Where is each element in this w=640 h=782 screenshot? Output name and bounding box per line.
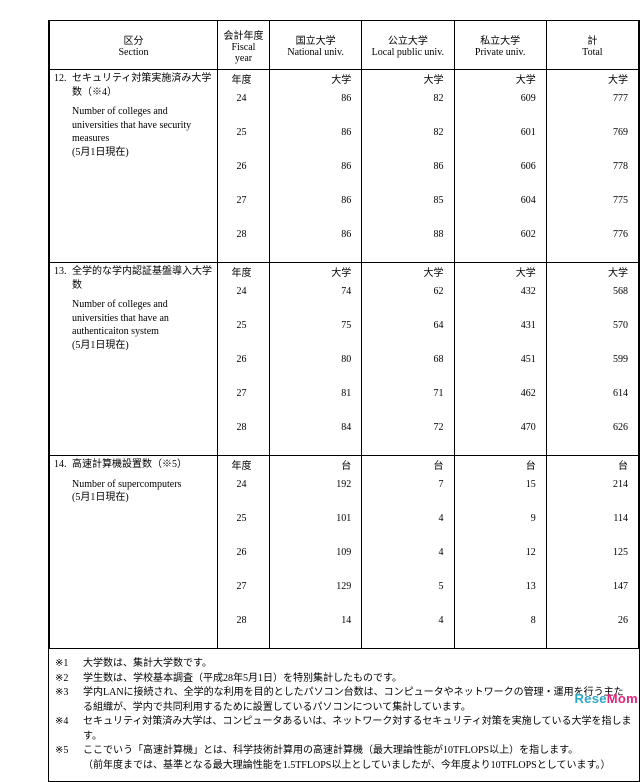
- hdr-col-2: 私立大学Private univ.: [454, 21, 546, 70]
- section-cell: 14.高速計算機設置数（※5）Number of supercomputers(…: [50, 456, 218, 649]
- value-cell: 台19210110912914: [270, 456, 362, 649]
- header-row: 区分 Section 会計年度 Fiscal year 国立大学National…: [50, 21, 639, 70]
- footnote: ※2学生数は、学校基本調査（平成28年5月1日）を特別集計したものです。: [55, 672, 633, 687]
- footnote: ※5ここでいう「高速計算機」とは、科学技術計算用の高速計算機（最大理論性能が10…: [55, 744, 633, 773]
- year-cell: 年度2425262728: [218, 263, 270, 456]
- value-cell: 大学7475808184: [270, 263, 362, 456]
- year-cell: 年度2425262728: [218, 70, 270, 263]
- footnote: ※4セキュリティ対策済み大学は、コンピュータあるいは、ネットワーク対するセキュリ…: [55, 715, 633, 744]
- value-cell: 大学8282868588: [362, 70, 454, 263]
- hdr-section: 区分 Section: [50, 21, 218, 70]
- table-frame: 区分 Section 会計年度 Fiscal year 国立大学National…: [48, 20, 640, 782]
- section-cell: 13.全学的な学内認証基盤導入大学数Number of colleges and…: [50, 263, 218, 456]
- value-cell: 台21411412514726: [546, 456, 638, 649]
- footnote: ※3学内LANに接続され、全学的な利用を目的としたパソコン台数は、コンピュータや…: [55, 686, 633, 715]
- data-table: 区分 Section 会計年度 Fiscal year 国立大学National…: [49, 21, 639, 649]
- table-row: 13.全学的な学内認証基盤導入大学数Number of colleges and…: [50, 263, 639, 456]
- value-cell: 大学8686868686: [270, 70, 362, 263]
- section-cell: 12.セキュリティ対策実施済み大学数（※4）Number of colleges…: [50, 70, 218, 263]
- hdr-col-0: 国立大学National univ.: [270, 21, 362, 70]
- value-cell: 大学568570599614626: [546, 263, 638, 456]
- hdr-col-1: 公立大学Local public univ.: [362, 21, 454, 70]
- hdr-col-3: 計Total: [546, 21, 638, 70]
- value-cell: 台74454: [362, 456, 454, 649]
- value-cell: 大学432431451462470: [454, 263, 546, 456]
- table-row: 12.セキュリティ対策実施済み大学数（※4）Number of colleges…: [50, 70, 639, 263]
- table-row: 14.高速計算機設置数（※5）Number of supercomputers(…: [50, 456, 639, 649]
- hdr-year: 会計年度 Fiscal year: [218, 21, 270, 70]
- year-cell: 年度2425262728: [218, 456, 270, 649]
- value-cell: 大学6264687172: [362, 263, 454, 456]
- value-cell: 台15912138: [454, 456, 546, 649]
- footnotes: ※1大学数は、集計大学数です。※2学生数は、学校基本調査（平成28年5月1日）を…: [55, 657, 633, 773]
- value-cell: 大学609601606604602: [454, 70, 546, 263]
- footnote: ※1大学数は、集計大学数です。: [55, 657, 633, 672]
- value-cell: 大学777769778775776: [546, 70, 638, 263]
